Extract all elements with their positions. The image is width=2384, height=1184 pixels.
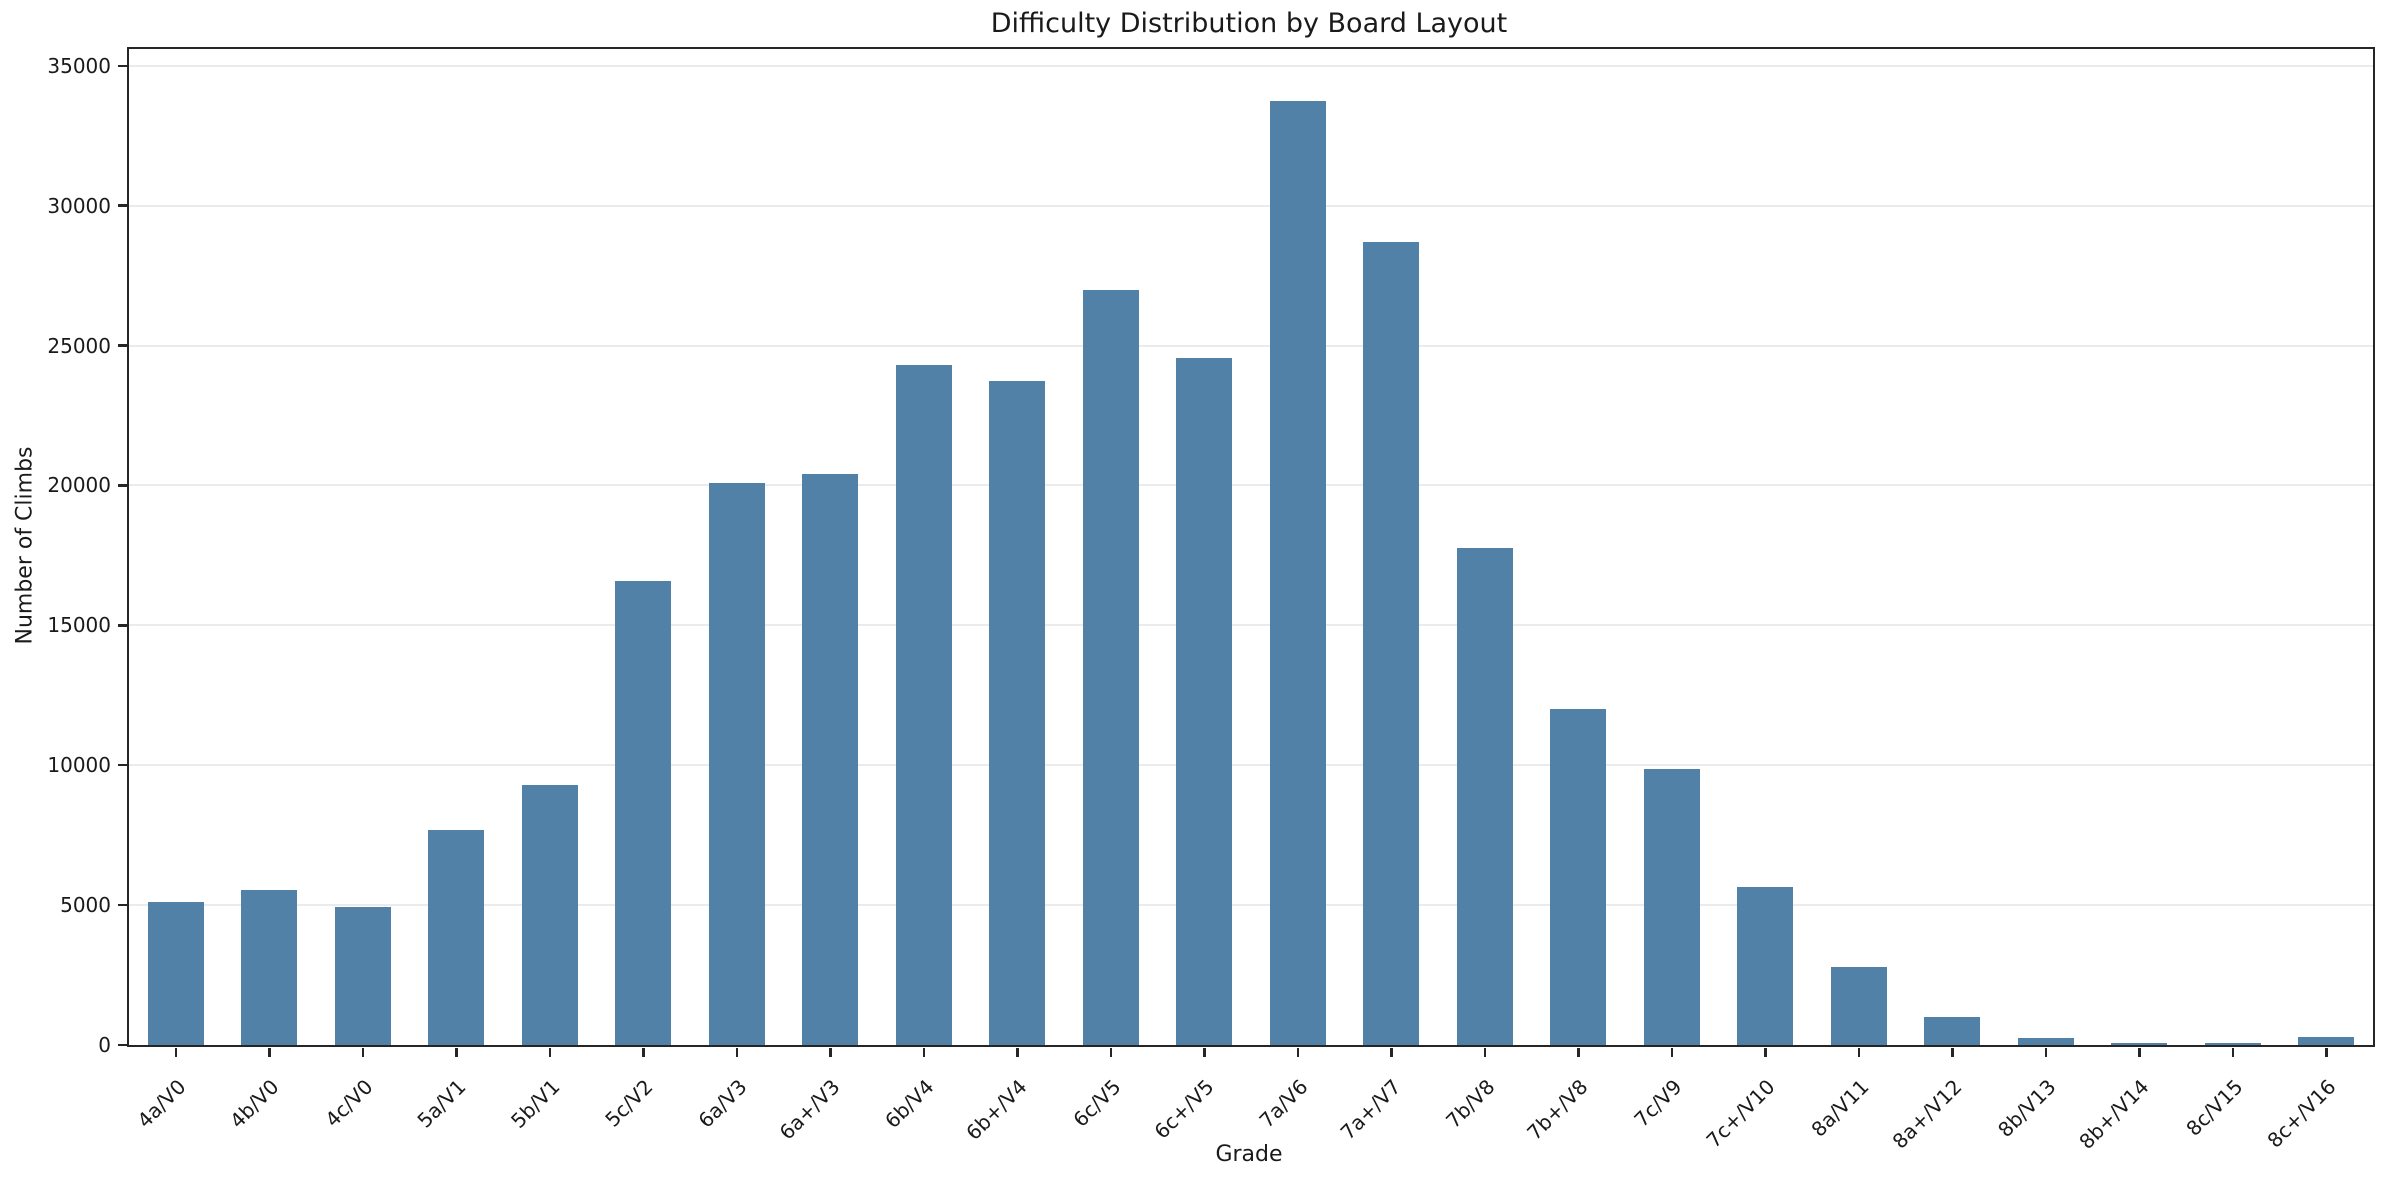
x-tick-label: 5c/V2 — [600, 1074, 658, 1132]
x-tick-mark — [361, 1047, 364, 1057]
x-tick-label: 6b+/V4 — [961, 1074, 1032, 1145]
x-tick-mark — [1951, 1047, 1954, 1057]
bar — [1550, 709, 1607, 1045]
bar — [615, 580, 672, 1045]
x-tick-mark — [1296, 1047, 1299, 1057]
y-tick-label: 5000 — [60, 893, 111, 918]
bar — [521, 784, 578, 1045]
y-tick-label: 35000 — [47, 53, 111, 78]
gridline — [129, 484, 2373, 487]
gridline — [129, 344, 2373, 347]
x-tick-mark — [2044, 1047, 2047, 1057]
gridline — [129, 64, 2373, 67]
bar — [2111, 1043, 2168, 1045]
x-tick-label: 4b/V0 — [225, 1074, 284, 1133]
x-tick-label: 8c+/V16 — [2262, 1074, 2341, 1153]
x-tick-mark — [642, 1047, 645, 1057]
x-tick-label: 5b/V1 — [505, 1074, 565, 1133]
x-tick-mark — [1764, 1047, 1767, 1057]
y-tick-label: 0 — [98, 1033, 111, 1057]
x-tick-label: 4c/V0 — [320, 1074, 378, 1132]
x-tick-mark — [1109, 1047, 1112, 1057]
x-tick-mark — [548, 1047, 551, 1057]
y-tick-label: 10000 — [47, 753, 111, 778]
y-tick-mark — [118, 344, 127, 347]
y-tick-label: 30000 — [47, 193, 111, 218]
x-tick-label: 7b/V8 — [1440, 1074, 1500, 1133]
y-tick-mark — [118, 64, 127, 68]
chart-title: Difficulty Distribution by Board Layout — [990, 8, 1508, 39]
x-tick-mark — [829, 1047, 832, 1057]
bar — [1737, 886, 1794, 1045]
bar — [1082, 289, 1139, 1045]
x-tick-mark — [1670, 1047, 1673, 1057]
bar — [802, 474, 859, 1045]
x-tick-label: 8b/V13 — [1992, 1074, 2061, 1142]
x-tick-label: 7b+/V8 — [1522, 1074, 1593, 1145]
x-tick-label: 6c/V5 — [1068, 1074, 1126, 1132]
x-tick-mark — [1577, 1047, 1580, 1057]
x-tick-label: 6b/V4 — [879, 1074, 939, 1133]
x-tick-label: 6c+/V5 — [1149, 1074, 1219, 1144]
y-tick-label: 20000 — [47, 473, 111, 498]
y-tick-label: 15000 — [47, 613, 111, 638]
x-tick-label: 7c/V9 — [1629, 1074, 1687, 1132]
y-axis-label: Number of Climbs — [12, 446, 38, 645]
x-axis-label: Grade — [1215, 1142, 1283, 1167]
x-tick-label: 7c+/V10 — [1701, 1074, 1780, 1153]
bar — [708, 482, 765, 1045]
bar — [428, 829, 485, 1045]
x-tick-label: 6a+/V3 — [774, 1074, 845, 1145]
bar — [1176, 358, 1233, 1045]
y-tick-mark — [118, 484, 127, 487]
bar — [1456, 548, 1513, 1045]
bar — [1363, 242, 1420, 1045]
bar — [2017, 1038, 2074, 1045]
gridline — [129, 904, 2373, 907]
y-tick-mark — [118, 903, 127, 907]
x-tick-mark — [2138, 1047, 2141, 1057]
bar — [1924, 1017, 1981, 1045]
x-tick-label: 8a/V11 — [1806, 1074, 1874, 1142]
x-tick-label: 5a/V1 — [412, 1074, 471, 1133]
x-tick-mark — [922, 1047, 925, 1057]
x-tick-mark — [1483, 1047, 1486, 1057]
x-tick-mark — [2231, 1047, 2234, 1057]
x-tick-mark — [174, 1047, 177, 1057]
x-tick-mark — [268, 1047, 271, 1057]
bar — [2298, 1037, 2355, 1045]
bar — [241, 889, 298, 1045]
y-tick-label: 25000 — [47, 333, 111, 358]
x-tick-label: 8c/V15 — [2181, 1074, 2248, 1141]
gridline — [129, 624, 2373, 627]
x-tick-mark — [1016, 1047, 1019, 1057]
x-tick-mark — [1857, 1047, 1860, 1057]
x-tick-mark — [455, 1047, 458, 1057]
x-tick-label: 6a/V3 — [693, 1074, 752, 1133]
bar — [1643, 769, 1700, 1045]
y-tick-mark — [118, 763, 127, 767]
x-tick-label: 7a+/V7 — [1335, 1074, 1406, 1145]
x-tick-label: 7a/V6 — [1254, 1074, 1313, 1133]
x-tick-label: 4a/V0 — [132, 1074, 191, 1133]
x-tick-mark — [1203, 1047, 1206, 1057]
x-tick-mark — [735, 1047, 738, 1057]
gridline — [129, 764, 2373, 767]
bar — [147, 902, 204, 1045]
y-tick-mark — [118, 624, 127, 627]
bar — [2204, 1043, 2261, 1045]
bar — [1830, 966, 1887, 1045]
y-tick-mark — [118, 1043, 127, 1047]
y-tick-mark — [118, 204, 127, 207]
bar — [895, 365, 952, 1045]
gridline — [129, 204, 2373, 207]
plot-area: 0 5000 10000 15000 20000 25000 30000 35000 4a/V0… — [47, 47, 2375, 1154]
bar — [1269, 100, 1326, 1045]
x-tick-mark — [1390, 1047, 1393, 1057]
x-tick-mark — [2325, 1047, 2328, 1057]
bar — [989, 380, 1046, 1045]
bar — [334, 906, 391, 1045]
